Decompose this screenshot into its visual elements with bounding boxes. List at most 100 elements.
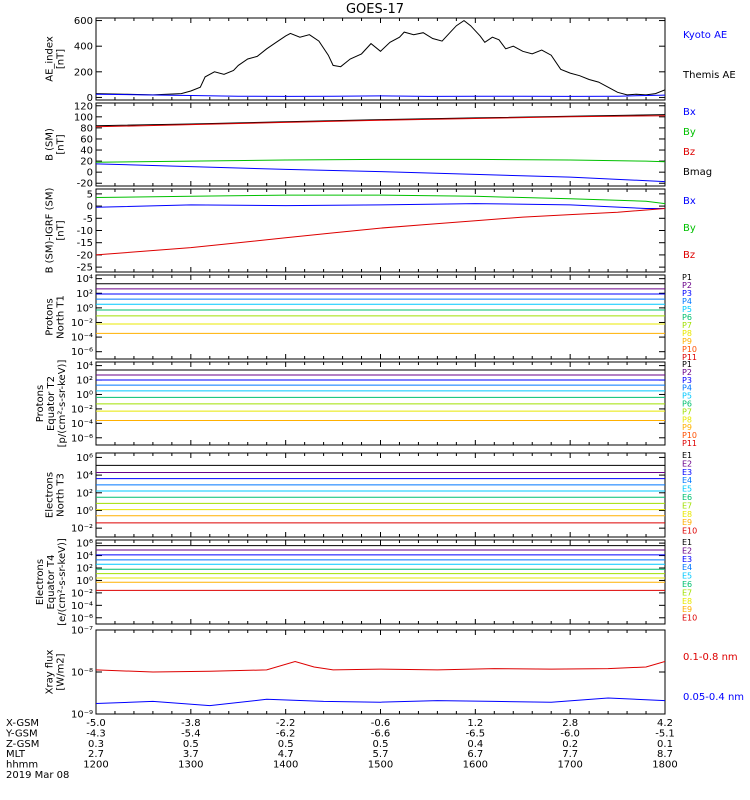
ephem-value: 0.5 <box>183 739 199 750</box>
legend-label: Bz <box>683 250 695 261</box>
legend-label: P6 <box>682 313 692 322</box>
series-group <box>96 545 665 591</box>
y-tick-label: -20 <box>77 179 93 190</box>
y-tick-label: 10⁻² <box>71 404 93 415</box>
y-tick-label: -5 <box>83 214 93 225</box>
ephem-value: 1.2 <box>467 718 483 729</box>
legend-label: P9 <box>682 423 692 432</box>
ephem-value: 3.7 <box>183 749 199 760</box>
series-group <box>96 194 665 256</box>
y-tick-label: -25 <box>77 263 93 274</box>
ephemeris-table: X-GSM -5.0 -3.8 -2.2 -0.6 1.2 2.8 4.2 Y-GSM -4.3 -… <box>5 718 678 781</box>
y-tick-label: 600 <box>74 16 93 27</box>
legend-label: P11 <box>682 439 697 448</box>
legend-label: E6 <box>682 493 692 502</box>
panel-frame <box>95 102 666 187</box>
series-line-bz <box>96 115 665 128</box>
y-tick-label: 10⁴ <box>76 361 93 372</box>
y-tick-label: 20 <box>80 157 93 168</box>
y-axis-label: [nT] <box>56 134 67 154</box>
legend-label: P9 <box>682 337 692 346</box>
series-group <box>96 283 665 334</box>
y-tick-label: 10⁰ <box>76 390 93 401</box>
y-axis-label: [e/(cm²-s-sr-keV)] <box>57 538 68 626</box>
ephem-value: 2.8 <box>562 718 578 729</box>
y-tick-label: -20 <box>77 250 93 261</box>
y-axis-label: Electrons <box>45 472 56 518</box>
y-axis-label: [nT] <box>56 49 67 69</box>
ephem-row-label: X-GSM <box>6 718 39 729</box>
legend-label: E10 <box>682 614 697 623</box>
legend-label: 0.05-0.4 nm <box>683 692 744 703</box>
plot-title: GOES-17 <box>346 2 404 17</box>
legend-label: P2 <box>682 281 692 290</box>
y-tick-label: 10⁰ <box>76 506 93 517</box>
ephem-value: 0.4 <box>467 739 483 750</box>
ephem-value: 0.2 <box>562 739 578 750</box>
ephem-value: -3.8 <box>181 718 201 729</box>
series-line-by <box>96 194 665 205</box>
y-tick-label: 10⁰ <box>76 303 93 314</box>
ephem-value: 0.5 <box>278 739 294 750</box>
panel-xray: 10⁻⁷ 10⁻⁸ 10⁻⁹ Xray flux [W/m2] 0.1-0.8 nm 0.0… <box>45 626 745 721</box>
legend-label: E7 <box>682 501 692 510</box>
ephem-value: 4.2 <box>657 718 673 729</box>
y-axis-label: North T3 <box>56 473 67 517</box>
y-tick-label: 120 <box>74 101 93 112</box>
legend-label: P1 <box>682 360 692 369</box>
ephem-value: -6.6 <box>371 728 391 739</box>
y-axis-label: AE_index <box>45 36 56 82</box>
y-tick-label: 10² <box>76 564 93 575</box>
series-line-by <box>96 158 665 163</box>
legend-label: P11 <box>682 353 697 362</box>
legend-label: E10 <box>682 527 697 536</box>
legend-label: E4 <box>682 476 692 485</box>
legend-label: P8 <box>682 415 692 424</box>
series-line-themis-ae <box>96 19 665 96</box>
legend-label: 0.1-0.8 nm <box>683 652 738 663</box>
legend-label: Bx <box>683 107 696 118</box>
series-group <box>96 660 665 707</box>
y-tick-label: 10² <box>76 289 93 300</box>
legend-label: Kyoto AE <box>683 30 727 41</box>
panel-pe: 10⁴ 10² 10⁰ 10⁻² 10⁻⁴ 10⁻⁶ Protons Equator T2 [p… <box>35 360 697 448</box>
legend-label: P10 <box>682 431 697 440</box>
y-tick-label: 0 <box>87 168 93 179</box>
legend-label: P3 <box>682 289 692 298</box>
y-axis-label: B (SM) <box>45 128 56 161</box>
legend-label: P2 <box>682 368 692 377</box>
panel-frame <box>95 274 666 360</box>
series-line-0-05-0-4-nm <box>96 697 665 707</box>
ephem-row-label: Z-GSM <box>6 739 39 750</box>
ephem-value: -6.5 <box>466 728 486 739</box>
legend-label: E6 <box>682 580 692 589</box>
series-line-0-1-0-8-nm <box>96 660 665 673</box>
ephem-value: 1700 <box>557 760 582 771</box>
legend-label: E1 <box>682 538 692 547</box>
y-tick-label: 400 <box>74 42 93 53</box>
y-tick-label: 80 <box>80 123 93 134</box>
legend-label: E3 <box>682 468 692 477</box>
y-tick-label: 40 <box>80 146 93 157</box>
y-axis-label: Equator T4 <box>46 555 57 610</box>
y-tick-label: 10⁻⁶ <box>71 433 93 444</box>
y-axis-label: Electrons <box>35 559 46 605</box>
legend-label: P3 <box>682 376 692 385</box>
y-tick-label: 10⁻⁶ <box>71 613 93 624</box>
legend-label: E3 <box>682 555 692 564</box>
ephem-value: -5.1 <box>655 728 675 739</box>
ephem-value: 1600 <box>463 760 488 771</box>
y-tick-label: 0 <box>87 93 93 104</box>
ephem-value: 1400 <box>273 760 298 771</box>
ephem-value: 1300 <box>178 760 203 771</box>
legend-label: Bx <box>683 196 696 207</box>
legend-label: E8 <box>682 597 692 606</box>
legend-label: P1 <box>682 273 692 282</box>
y-tick-label: 10² <box>76 376 93 387</box>
y-tick-label: 10⁻⁹ <box>71 710 93 721</box>
legend-label: P4 <box>682 384 692 393</box>
y-axis-label: Protons <box>35 385 46 422</box>
